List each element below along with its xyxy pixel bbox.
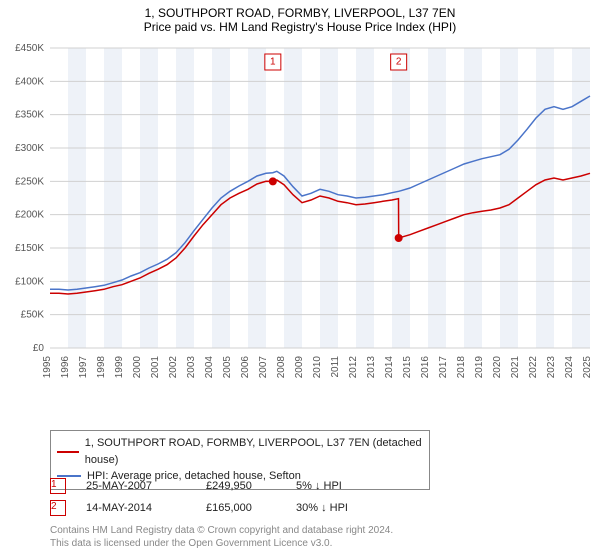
legend-row-price-paid: 1, SOUTHPORT ROAD, FORMBY, LIVERPOOL, L3… [57,435,423,468]
svg-text:£350K: £350K [15,110,44,121]
footer-block: Contains HM Land Registry data © Crown c… [50,524,393,550]
svg-text:2010: 2010 [312,356,323,379]
svg-text:2014: 2014 [384,356,395,379]
svg-text:£0: £0 [33,343,45,354]
svg-text:2: 2 [396,57,402,68]
title-line2: Price paid vs. HM Land Registry's House … [0,20,600,34]
svg-text:2022: 2022 [528,356,539,379]
svg-text:2003: 2003 [186,356,197,379]
svg-text:£50K: £50K [21,310,45,321]
sales-block: 1 25-MAY-2007 £249,950 5% ↓ HPI 2 14-MAY… [50,478,396,522]
svg-text:2015: 2015 [402,356,413,379]
svg-text:2006: 2006 [240,356,251,379]
svg-text:2019: 2019 [474,356,485,379]
svg-text:2024: 2024 [564,356,575,379]
svg-text:1: 1 [270,57,276,68]
svg-text:2021: 2021 [510,356,521,379]
svg-text:2012: 2012 [348,356,359,379]
svg-text:1999: 1999 [114,356,125,379]
legend-swatch-hpi [57,475,81,477]
svg-text:£150K: £150K [15,243,44,254]
svg-text:2017: 2017 [438,356,449,379]
sale-row-1: 1 25-MAY-2007 £249,950 5% ↓ HPI [50,478,396,494]
svg-text:1998: 1998 [96,356,107,379]
svg-text:£250K: £250K [15,176,44,187]
sale-1-pct: 5% ↓ HPI [296,480,396,492]
chart-svg: £0£50K£100K£150K£200K£250K£300K£350K£400… [50,48,590,388]
svg-text:1997: 1997 [78,356,89,379]
chart-container: 1, SOUTHPORT ROAD, FORMBY, LIVERPOOL, L3… [0,0,600,560]
svg-text:2005: 2005 [222,356,233,379]
legend-swatch-price-paid [57,451,79,453]
sale-row-2: 2 14-MAY-2014 £165,000 30% ↓ HPI [50,500,396,516]
sale-1-price: £249,950 [206,480,276,492]
sale-2-price: £165,000 [206,502,276,514]
svg-text:2020: 2020 [492,356,503,379]
svg-text:£200K: £200K [15,210,44,221]
svg-text:£450K: £450K [15,43,44,54]
title-line1: 1, SOUTHPORT ROAD, FORMBY, LIVERPOOL, L3… [0,6,600,20]
footer-line1: Contains HM Land Registry data © Crown c… [50,524,393,537]
legend-label-price-paid: 1, SOUTHPORT ROAD, FORMBY, LIVERPOOL, L3… [85,435,423,468]
chart-area: £0£50K£100K£150K£200K£250K£300K£350K£400… [50,48,590,388]
sale-2-date: 14-MAY-2014 [86,502,186,514]
svg-text:1996: 1996 [60,356,71,379]
svg-text:£100K: £100K [15,276,44,287]
svg-text:2004: 2004 [204,356,215,379]
svg-text:2001: 2001 [150,356,161,379]
footer-line2: This data is licensed under the Open Gov… [50,537,393,550]
svg-text:2000: 2000 [132,356,143,379]
svg-text:2008: 2008 [276,356,287,379]
svg-text:2007: 2007 [258,356,269,379]
svg-text:2013: 2013 [366,356,377,379]
svg-text:2018: 2018 [456,356,467,379]
sale-marker-1-icon: 1 [50,478,66,494]
svg-text:£400K: £400K [15,76,44,87]
title-block: 1, SOUTHPORT ROAD, FORMBY, LIVERPOOL, L3… [0,0,600,34]
svg-text:2023: 2023 [546,356,557,379]
svg-text:2016: 2016 [420,356,431,379]
svg-text:1995: 1995 [42,356,53,379]
svg-text:2025: 2025 [582,356,593,379]
svg-text:2011: 2011 [330,356,341,378]
sale-marker-2-icon: 2 [50,500,66,516]
svg-text:2009: 2009 [294,356,305,379]
svg-text:2002: 2002 [168,356,179,379]
sale-1-date: 25-MAY-2007 [86,480,186,492]
sale-2-pct: 30% ↓ HPI [296,502,396,514]
svg-text:£300K: £300K [15,143,44,154]
